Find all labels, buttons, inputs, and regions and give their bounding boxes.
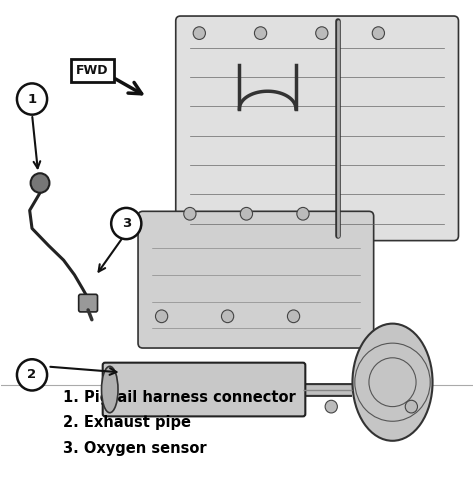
Circle shape (255, 27, 267, 39)
Text: 2. Exhaust pipe: 2. Exhaust pipe (63, 415, 191, 430)
FancyBboxPatch shape (79, 294, 98, 312)
Circle shape (372, 27, 384, 39)
Circle shape (287, 310, 300, 323)
FancyBboxPatch shape (138, 211, 374, 348)
Text: FWD: FWD (76, 64, 108, 77)
FancyBboxPatch shape (103, 363, 305, 416)
Circle shape (297, 207, 309, 220)
Ellipse shape (101, 366, 118, 413)
Circle shape (221, 310, 234, 323)
Circle shape (240, 207, 253, 220)
Circle shape (17, 83, 47, 115)
Text: 1. Pigtail harness connector: 1. Pigtail harness connector (63, 390, 295, 405)
Text: 1: 1 (27, 92, 36, 106)
Circle shape (193, 27, 205, 39)
Circle shape (31, 173, 49, 193)
FancyBboxPatch shape (71, 59, 114, 82)
Circle shape (405, 400, 418, 413)
Text: 2: 2 (27, 368, 36, 382)
Text: 3: 3 (122, 217, 131, 230)
Circle shape (17, 359, 47, 390)
Circle shape (155, 310, 168, 323)
FancyBboxPatch shape (176, 16, 458, 241)
Text: 3. Oxygen sensor: 3. Oxygen sensor (63, 440, 206, 456)
Circle shape (184, 207, 196, 220)
Circle shape (111, 208, 141, 239)
Circle shape (316, 27, 328, 39)
Ellipse shape (353, 324, 433, 441)
Circle shape (325, 400, 337, 413)
